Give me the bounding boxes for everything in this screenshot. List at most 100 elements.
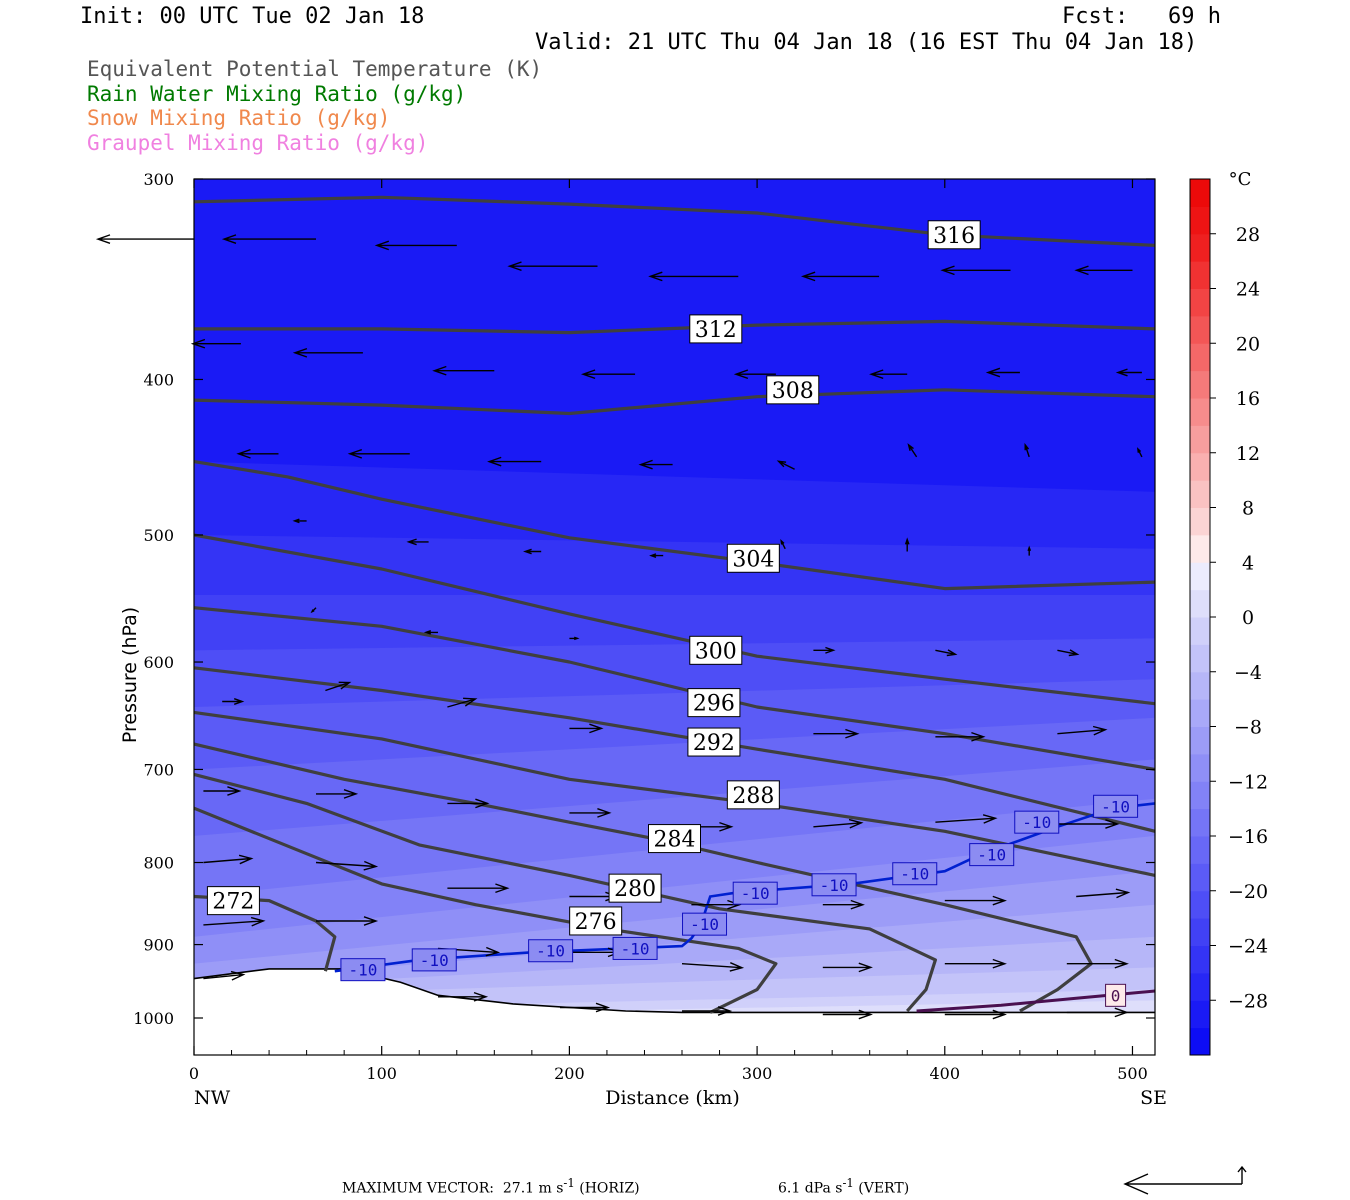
colorbar-cell: [1190, 261, 1210, 290]
colorbar-label: 8: [1242, 498, 1254, 520]
wind-vector: [560, 1002, 611, 1013]
theta-e-label: 272: [212, 890, 254, 915]
theta-e-label-box: [687, 727, 741, 757]
wind-vector: [944, 895, 1007, 906]
colorbar: 28 24 20 16 12 8 4 0 −4 −8 −12 −16 −20 −24 −28 °C: [1189, 169, 1268, 1056]
colorbar-cell: [1190, 836, 1210, 864]
reference-vector-arrow: [1123, 1165, 1247, 1195]
max-horizontal-vector: MAXIMUM VECTOR: 27.1 m s-1 (HORIZ): [342, 1176, 640, 1197]
isotherm-label-box: [892, 862, 938, 886]
theta-e-contour-312: [194, 319, 1156, 335]
colorbar-cell: [1190, 425, 1210, 454]
wind-vector: [682, 1006, 733, 1016]
wind-vector: [944, 958, 1007, 969]
wind-vector: [935, 814, 998, 824]
theta-e-label: 312: [695, 318, 737, 343]
legend-theta-e: Equivalent Potential Temperature (K): [87, 57, 543, 81]
colorbar-label: 20: [1236, 333, 1260, 355]
plot-frame: [193, 178, 1156, 1056]
wind-vector: [190, 338, 241, 349]
y-tick-label: 1000: [133, 1009, 174, 1028]
wind-vector: [447, 883, 510, 894]
x-tick-label: 300: [742, 1064, 773, 1083]
colorbar-label: −28: [1228, 990, 1268, 1012]
colorbar-label: 12: [1236, 443, 1260, 465]
wind-vector: [1024, 442, 1030, 458]
terrain-fill: [194, 968, 1155, 1055]
colorbar-cell: [1190, 617, 1210, 645]
y-tick-label: 700: [143, 760, 174, 779]
wind-vector: [315, 860, 379, 871]
isotherm-label-box: [528, 939, 574, 963]
isotherm-label: -10: [741, 884, 770, 903]
wind-vector: [822, 899, 865, 910]
x-end-label-right: SE: [1140, 1087, 1167, 1109]
isotherm-label: -10: [621, 939, 650, 958]
colorbar-cell: [1190, 918, 1210, 947]
wind-vector: [1115, 368, 1142, 377]
max-vertical-vector: 6.1 dPa s-1 (VERT): [778, 1176, 909, 1197]
wind-vector: [869, 369, 908, 380]
x-tick-label: 400: [930, 1064, 961, 1083]
theta-e-label: 284: [654, 828, 696, 853]
wind-vector: [935, 649, 958, 657]
axes: 300 400 500 600 700 800 900 1000 0 100 200 300 400 50…: [119, 170, 1167, 1109]
wind-vector: [907, 443, 918, 458]
wind-vector: [487, 456, 542, 467]
legend-snow: Snow Mixing Ratio (g/kg): [87, 106, 391, 130]
max-vert-text: 6.1 dPa s: [778, 1180, 843, 1197]
reference-vector: [1123, 1165, 1247, 1195]
wind-vector: [1057, 649, 1080, 657]
wind-vector: [507, 261, 598, 272]
isotherm-label: -10: [536, 942, 565, 961]
colorbar-cell: [1190, 370, 1210, 399]
wind-vector: [203, 916, 266, 927]
colorbar-cell: [1190, 1000, 1210, 1029]
colorbar-label: 24: [1236, 279, 1260, 301]
wind-vector: [985, 367, 1020, 378]
theta-e-label-box: [689, 635, 743, 665]
colorbar-cell: [1190, 233, 1210, 262]
theta-e-contours: [193, 195, 1156, 1014]
theta-e-label-box: [726, 543, 780, 573]
isotherm-label: -10: [900, 865, 929, 884]
colorbar-unit: °C: [1229, 169, 1252, 190]
theta-e-label-box: [726, 780, 780, 810]
wind-vector: [236, 448, 279, 459]
wind-vector: [813, 818, 864, 829]
isotherm-label: -10: [820, 876, 849, 895]
colorbar-cell: [1190, 890, 1210, 919]
wind-vector: [569, 808, 612, 818]
theta-e-label-box: [206, 886, 260, 916]
theta-e-label-box: [569, 906, 623, 936]
wind-vector: [310, 607, 317, 614]
theta-e-contour-308: [193, 388, 1156, 416]
plot-border: [193, 178, 1156, 1056]
isotherm-label: -10: [420, 951, 449, 970]
colorbar-cell: [1190, 315, 1210, 344]
y-tick-label: 900: [143, 936, 174, 955]
legend-rain: Rain Water Mixing Ratio (g/kg): [87, 82, 467, 106]
theta-e-label-box: [687, 688, 741, 718]
wind-vector: [222, 698, 245, 705]
colorbar-cell: [1190, 179, 1210, 207]
colorbar-label: −16: [1228, 826, 1268, 848]
wind-vector: [1074, 265, 1133, 276]
wind-vector: [813, 646, 836, 654]
theta-e-label: 292: [693, 731, 735, 756]
wind-vector: [649, 553, 664, 558]
theta-e-label: 308: [772, 379, 814, 404]
x-tick-label: 100: [366, 1064, 397, 1083]
colorbar-cell: [1190, 699, 1210, 728]
colorbar-cell: [1190, 808, 1210, 837]
colorbar-cell: [1190, 534, 1210, 563]
theta-e-contour-296: [193, 606, 1156, 771]
y-tick-label: 800: [143, 854, 174, 873]
y-tick-label: 500: [143, 526, 174, 545]
theta-e-label: 280: [614, 877, 656, 902]
isotherm-label-box: [682, 912, 728, 936]
wind-vector: [691, 899, 742, 910]
y-axis-title: Pressure (hPa): [119, 607, 141, 743]
wind-vector: [1027, 545, 1032, 556]
x-tick-label: 500: [1117, 1064, 1148, 1083]
